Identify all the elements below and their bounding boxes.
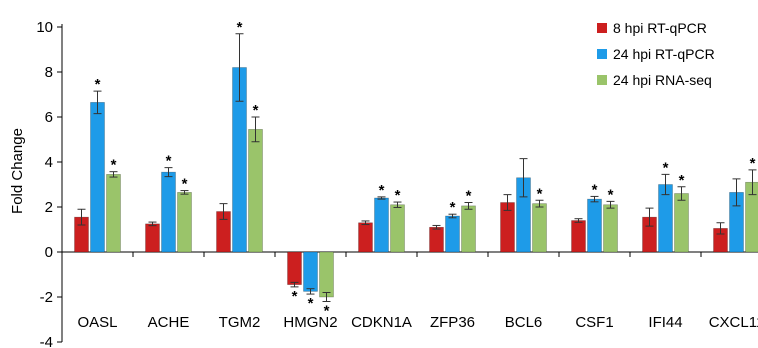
legend-label: 24 hpi RT-qPCR [613, 46, 715, 62]
bar [359, 223, 373, 252]
significance-marker: * [182, 176, 188, 193]
category-label: ACHE [148, 314, 190, 331]
y-tick-label: 0 [45, 244, 53, 261]
bar [572, 221, 586, 253]
significance-marker: * [537, 185, 543, 202]
significance-marker: * [324, 303, 330, 320]
significance-marker: * [395, 187, 401, 204]
bar [430, 227, 444, 252]
bar [320, 252, 334, 297]
y-axis-title: Fold Change [9, 128, 26, 214]
y-tick-label: 8 [45, 64, 53, 81]
y-tick-label: 6 [45, 109, 53, 126]
category-label: BCL6 [505, 314, 543, 331]
bar [162, 172, 176, 252]
significance-marker: * [608, 186, 614, 203]
bar [107, 174, 121, 252]
category-label: IFI44 [648, 314, 682, 331]
significance-marker: * [379, 182, 385, 199]
legend: 8 hpi RT-qPCR 24 hpi RT-qPCR 24 hpi RNA-se… [597, 20, 715, 88]
significance-marker: * [466, 188, 472, 205]
legend-swatch [597, 49, 607, 59]
category-label: OASL [77, 314, 117, 331]
y-tick-label: -4 [40, 334, 53, 348]
y-tick-label: 4 [45, 154, 53, 171]
legend-label: 24 hpi RNA-seq [613, 72, 712, 88]
bar [288, 252, 302, 285]
category-label: CXCL11 [709, 314, 758, 331]
category-label: CSF1 [575, 314, 613, 331]
significance-marker: * [166, 153, 172, 170]
significance-marker: * [237, 19, 243, 36]
significance-marker: * [292, 288, 298, 305]
bar [91, 102, 105, 252]
legend-swatch [597, 23, 607, 33]
category-label: CDKN1A [351, 314, 412, 331]
y-tick-label: 2 [45, 199, 53, 216]
bar [146, 224, 160, 252]
bar [446, 216, 460, 252]
bar [178, 192, 192, 252]
category-label: ZFP36 [430, 314, 475, 331]
category-label: TGM2 [219, 314, 261, 331]
bar [375, 198, 389, 252]
legend-swatch [597, 75, 607, 85]
significance-marker: * [95, 76, 101, 93]
significance-marker: * [308, 295, 314, 312]
significance-marker: * [592, 181, 598, 198]
bar [462, 206, 476, 252]
bar [249, 129, 263, 252]
y-tick-label: 10 [36, 19, 53, 36]
bar [746, 182, 758, 252]
significance-marker: * [450, 199, 456, 216]
bar [675, 194, 689, 253]
legend-label: 8 hpi RT-qPCR [613, 20, 707, 36]
significance-marker: * [253, 102, 259, 119]
significance-marker: * [111, 157, 117, 174]
bar [304, 252, 318, 291]
bar [604, 205, 618, 252]
significance-marker: * [663, 159, 669, 176]
bar [391, 205, 405, 252]
bar [588, 199, 602, 252]
bar [533, 204, 547, 252]
category-label: HMGN2 [283, 314, 337, 331]
significance-marker: * [679, 172, 685, 189]
significance-marker: * [750, 155, 756, 172]
y-tick-label: -2 [40, 289, 53, 306]
